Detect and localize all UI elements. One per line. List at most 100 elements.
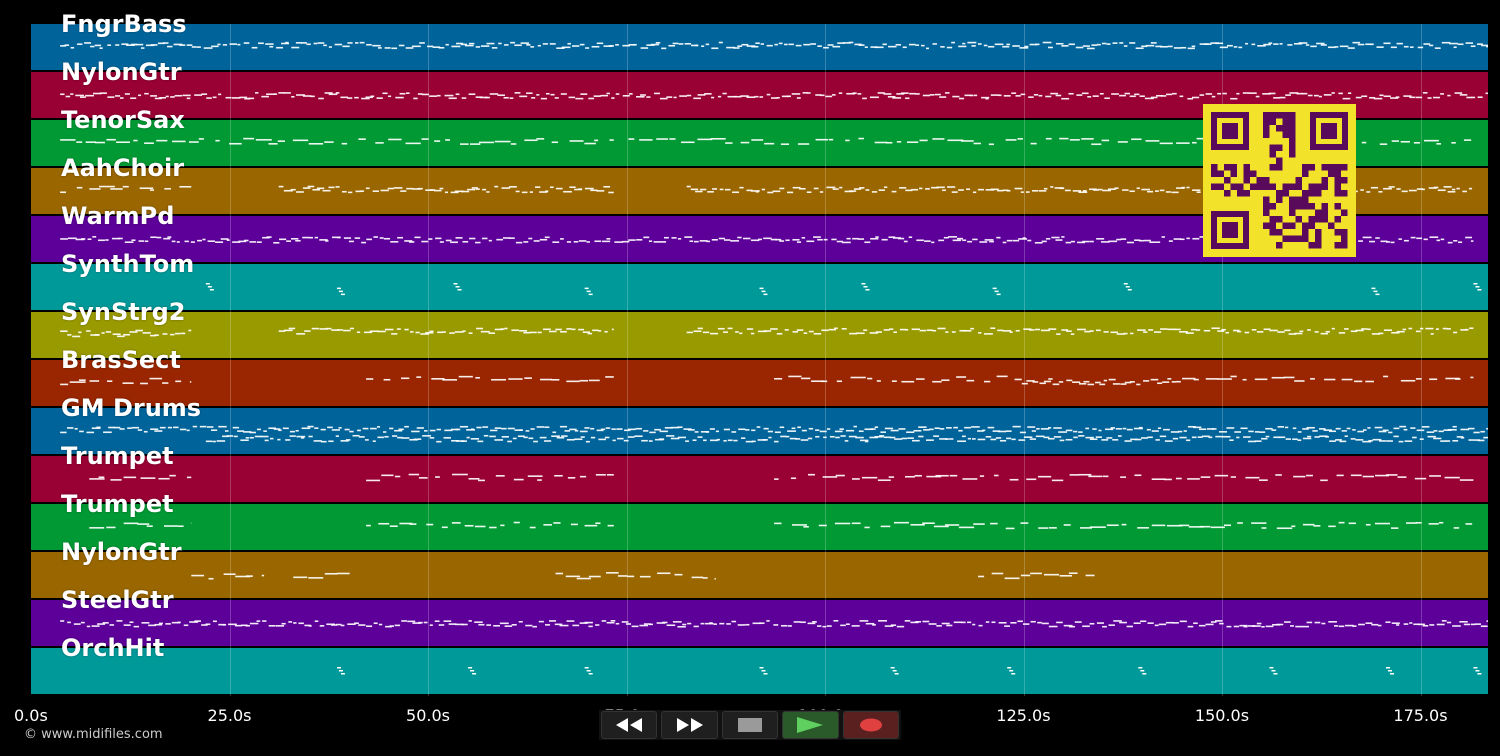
- track-lane[interactable]: [31, 504, 1488, 550]
- note: [1110, 427, 1116, 429]
- note: [942, 189, 946, 192]
- note: [852, 237, 859, 240]
- note: [388, 95, 392, 98]
- note: [144, 142, 154, 144]
- note: [158, 477, 170, 480]
- note: [1045, 137, 1052, 140]
- track-lane[interactable]: [31, 456, 1488, 502]
- note: [826, 186, 836, 189]
- note: [60, 620, 65, 622]
- note: [1129, 190, 1135, 193]
- note: [345, 439, 351, 441]
- note: [857, 238, 865, 240]
- track-lane[interactable]: [31, 600, 1488, 646]
- stop-button[interactable]: [721, 711, 779, 739]
- note: [488, 332, 496, 334]
- note: [566, 241, 572, 243]
- note: [1048, 328, 1057, 330]
- note: [711, 239, 718, 241]
- note: [852, 92, 857, 94]
- note: [892, 97, 902, 99]
- note: [578, 328, 585, 331]
- note: [1477, 439, 1485, 442]
- note: [76, 43, 83, 46]
- note: [1352, 41, 1360, 44]
- note: [565, 575, 581, 578]
- track-lane[interactable]: [31, 264, 1488, 310]
- note: [261, 95, 269, 98]
- note: [1115, 428, 1122, 430]
- note: [475, 96, 483, 98]
- note: [1293, 475, 1306, 478]
- track-notes: [89, 473, 1474, 482]
- note: [595, 522, 601, 525]
- note: [282, 427, 289, 430]
- note: [1279, 43, 1283, 45]
- transport-controls: [599, 710, 901, 740]
- note: [962, 478, 978, 480]
- note: [258, 42, 264, 45]
- note: [1174, 328, 1181, 331]
- note: [1352, 625, 1357, 627]
- note: [817, 238, 823, 241]
- note: [1367, 328, 1371, 331]
- note: [510, 41, 516, 44]
- track-lane[interactable]: [31, 360, 1488, 406]
- note: [1248, 440, 1256, 443]
- note: [1070, 240, 1076, 243]
- note: [404, 425, 409, 428]
- rewind-button[interactable]: [601, 711, 658, 739]
- note: [774, 431, 781, 434]
- fast-forward-button[interactable]: [661, 711, 718, 739]
- note: [454, 190, 464, 193]
- note: [1251, 625, 1261, 627]
- note: [335, 92, 340, 94]
- note: [1068, 92, 1074, 95]
- note: [60, 45, 67, 47]
- note: [555, 187, 563, 190]
- note: [434, 620, 440, 622]
- note: [205, 440, 213, 443]
- note: [1042, 41, 1052, 44]
- note: [956, 376, 967, 378]
- note: [1324, 378, 1336, 381]
- track-lane[interactable]: [31, 648, 1488, 694]
- note: [934, 427, 940, 429]
- note: [851, 522, 861, 525]
- note: [1248, 92, 1257, 94]
- note: [436, 94, 441, 97]
- note: [379, 237, 384, 239]
- record-button[interactable]: [842, 711, 900, 739]
- note: [826, 428, 831, 430]
- track-lane[interactable]: [31, 552, 1488, 598]
- track-lane[interactable]: [31, 408, 1488, 454]
- note: [86, 330, 91, 332]
- note: [858, 44, 865, 46]
- note: [656, 138, 669, 140]
- note: [890, 436, 896, 439]
- play-button[interactable]: [782, 711, 839, 739]
- note: [1314, 331, 1319, 333]
- note: [686, 331, 693, 334]
- note: [551, 435, 560, 438]
- note: [706, 240, 710, 243]
- note: [727, 327, 733, 330]
- note: [1173, 47, 1182, 49]
- note: [1199, 236, 1205, 238]
- note: [378, 522, 390, 525]
- note: [331, 236, 341, 239]
- track-lane[interactable]: [31, 24, 1488, 70]
- note: [1319, 435, 1328, 438]
- note: [606, 621, 615, 624]
- note: [1122, 427, 1127, 430]
- track-lane[interactable]: [31, 312, 1488, 358]
- note: [677, 436, 686, 439]
- note: [755, 42, 760, 45]
- note: [149, 377, 163, 380]
- note: [643, 623, 651, 625]
- note: [574, 429, 579, 432]
- note: [820, 94, 825, 97]
- note: [335, 186, 340, 188]
- note: [1009, 670, 1014, 672]
- note: [542, 43, 548, 45]
